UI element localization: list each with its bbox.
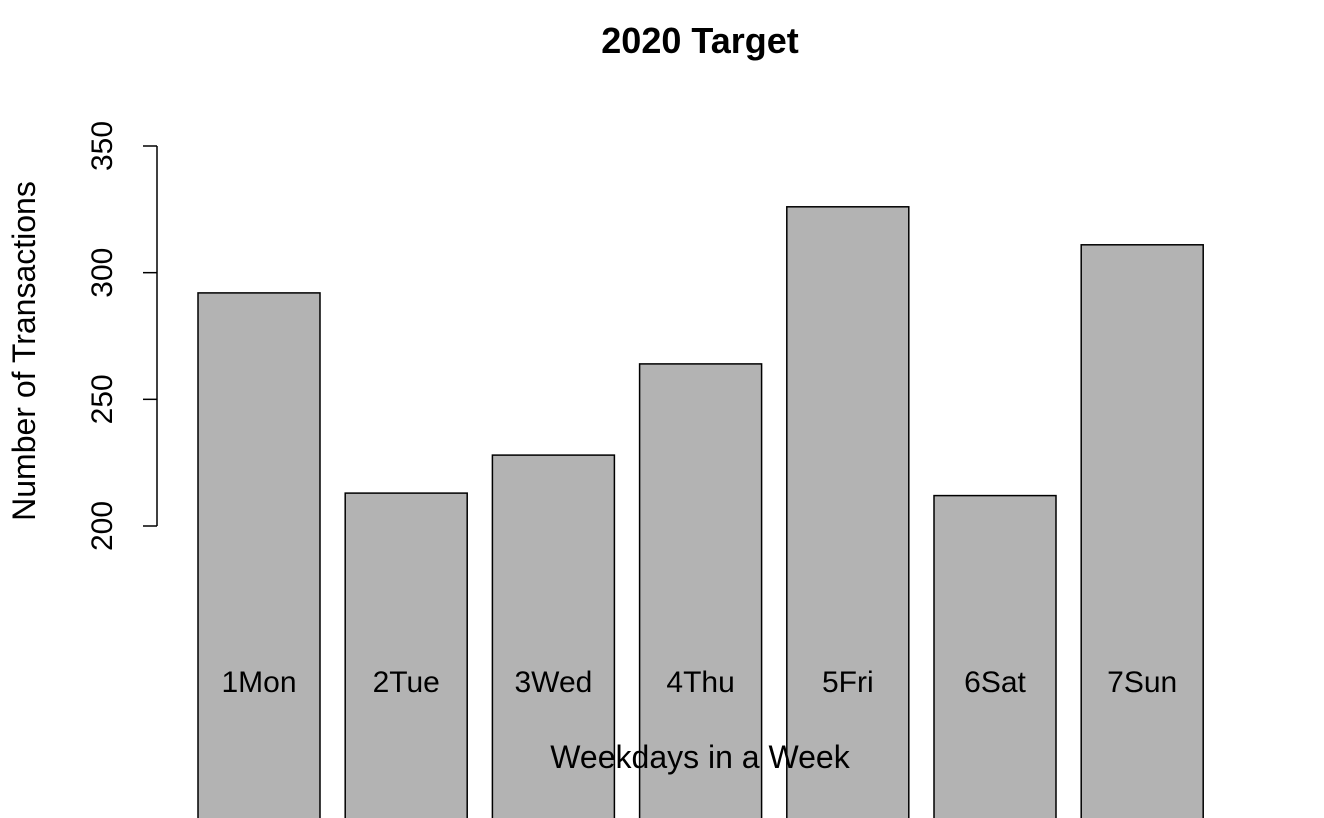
bar-1mon [197,292,321,818]
y-axis-label: Number of Transactions [6,181,42,521]
bar-4thu [638,363,763,818]
category-label-6sat: 6Sat [964,666,1026,699]
bar-3wed [491,454,616,818]
x-axis-label: Weekdays in a Week [550,739,850,775]
bar-7sun [1080,244,1204,818]
category-label-3wed: 3Wed [514,666,592,699]
y-tick-label-250: 250 [86,374,119,424]
bars-group [197,206,1204,818]
y-tick-label-350: 350 [86,121,119,171]
bar-2tue [344,492,468,818]
y-tick-label-300: 300 [86,248,119,298]
category-label-2tue: 2Tue [373,666,440,699]
y-tick-label-200: 200 [86,501,119,551]
category-label-1mon: 1Mon [221,666,296,699]
y-ticks-group: 200 250 300 350 [86,121,157,551]
bar-5fri [786,206,910,818]
category-label-7sun: 7Sun [1107,666,1177,699]
category-label-5fri: 5Fri [822,666,874,699]
chart-title: 2020 Target [601,20,798,61]
bar-6sat [933,494,1057,818]
category-labels-group: 1Mon 2Tue 3Wed 4Thu 5Fri 6Sat 7Sun [221,666,1177,699]
category-label-4thu: 4Thu [666,666,734,699]
